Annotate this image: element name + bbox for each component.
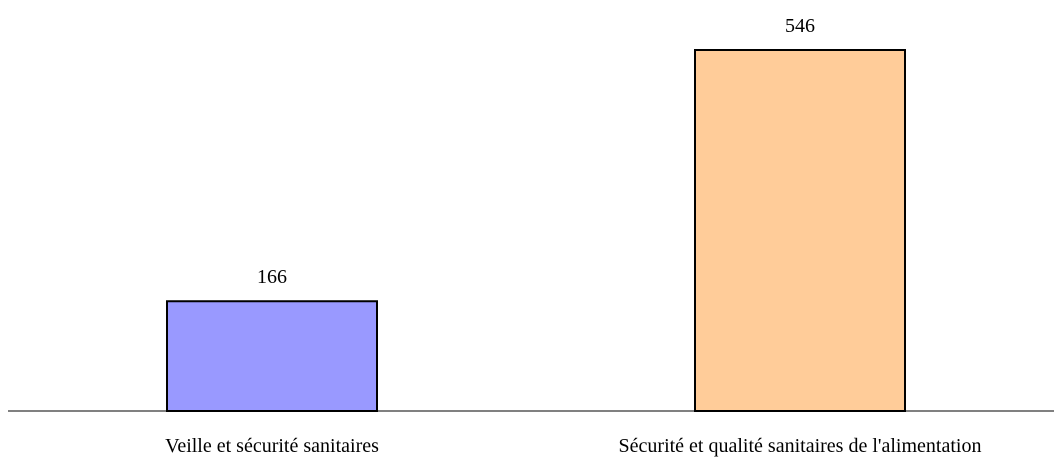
category-labels-group: Veille et sécurité sanitaires Sécurité et… xyxy=(165,435,981,457)
value-labels-group: 166 546 xyxy=(257,15,815,288)
bar-1 xyxy=(166,300,378,412)
data-label-2: 546 xyxy=(785,15,815,37)
category-label-2: Sécurité et qualité sanitaires de l'alim… xyxy=(619,435,982,457)
category-label-1: Veille et sécurité sanitaires xyxy=(165,435,379,457)
data-label-1: 166 xyxy=(257,266,287,288)
bar-2 xyxy=(694,49,906,412)
bars-group xyxy=(166,49,906,412)
